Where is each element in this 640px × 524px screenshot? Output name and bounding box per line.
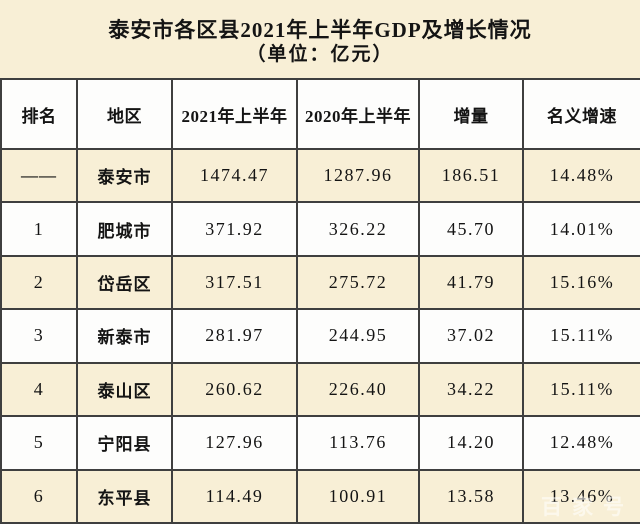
cell-rank: 6 [2, 470, 78, 524]
cell-gdp-2021: 317.51 [173, 256, 298, 311]
cell-gdp-2021: 281.97 [173, 310, 298, 364]
gdp-table: 排名 地区 2021年上半年 2020年上半年 增量 名义增速 —— 泰安市 1… [0, 78, 640, 524]
cell-rank: 5 [2, 417, 78, 471]
column-header-growth-rate: 名义增速 [524, 80, 640, 150]
cell-growth-rate: 15.16% [524, 257, 640, 311]
cell-growth-rate: 13.46% [524, 471, 640, 524]
cell-growth-rate: 14.48% [524, 150, 640, 204]
page-title: 泰安市各区县2021年上半年GDP及增长情况 [108, 18, 532, 42]
cell-gdp-2020: 226.40 [298, 363, 420, 418]
cell-region: 岱岳区 [78, 256, 173, 311]
cell-gdp-2021: 1474.47 [173, 150, 298, 204]
cell-gdp-2020: 244.95 [298, 310, 420, 364]
cell-region: 新泰市 [78, 310, 173, 364]
cell-gdp-2020: 113.76 [298, 417, 420, 471]
column-header-gdp-2021: 2021年上半年 [173, 80, 298, 150]
cell-gdp-2020: 326.22 [298, 203, 420, 257]
cell-region: 东平县 [78, 470, 173, 524]
cell-increase: 186.51 [420, 150, 524, 204]
table-row: 5 宁阳县 127.96 113.76 14.20 12.48% [2, 417, 640, 471]
cell-growth-rate: 15.11% [524, 310, 640, 364]
table-row: —— 泰安市 1474.47 1287.96 186.51 14.48% [2, 150, 640, 204]
table-row: 2 岱岳区 317.51 275.72 41.79 15.16% [2, 256, 640, 311]
page-subtitle: （单位：亿元） [246, 44, 394, 65]
column-header-region: 地区 [78, 80, 173, 150]
cell-gdp-2020: 100.91 [298, 470, 420, 524]
table-row: 6 东平县 114.49 100.91 13.58 13.46% [2, 470, 640, 524]
cell-gdp-2020: 275.72 [298, 256, 420, 311]
cell-increase: 37.02 [420, 310, 524, 364]
cell-region: 宁阳县 [78, 417, 173, 471]
cell-gdp-2021: 127.96 [173, 417, 298, 471]
cell-rank: 1 [2, 203, 78, 257]
cell-gdp-2020: 1287.96 [298, 150, 420, 204]
table-title-area: 泰安市各区县2021年上半年GDP及增长情况 （单位：亿元） [0, 0, 640, 78]
cell-growth-rate: 14.01% [524, 203, 640, 257]
cell-rank: 4 [2, 363, 78, 418]
cell-growth-rate: 15.11% [524, 364, 640, 418]
column-header-gdp-2020: 2020年上半年 [298, 80, 420, 150]
column-header-rank: 排名 [2, 80, 78, 150]
cell-increase: 13.58 [420, 470, 524, 524]
cell-increase: 45.70 [420, 203, 524, 257]
cell-growth-rate: 12.48% [524, 417, 640, 471]
cell-rank: —— [2, 150, 78, 204]
cell-increase: 14.20 [420, 417, 524, 471]
cell-region: 肥城市 [78, 203, 173, 257]
cell-rank: 3 [2, 310, 78, 364]
cell-increase: 41.79 [420, 256, 524, 311]
cell-gdp-2021: 114.49 [173, 470, 298, 524]
cell-region: 泰安市 [78, 150, 173, 204]
table-header-row: 排名 地区 2021年上半年 2020年上半年 增量 名义增速 [2, 80, 640, 150]
table-row: 1 肥城市 371.92 326.22 45.70 14.01% [2, 203, 640, 257]
cell-gdp-2021: 371.92 [173, 203, 298, 257]
table-row: 3 新泰市 281.97 244.95 37.02 15.11% [2, 310, 640, 364]
cell-gdp-2021: 260.62 [173, 363, 298, 418]
cell-region: 泰山区 [78, 363, 173, 418]
cell-increase: 34.22 [420, 363, 524, 418]
cell-rank: 2 [2, 256, 78, 311]
table-row: 4 泰山区 260.62 226.40 34.22 15.11% [2, 363, 640, 418]
column-header-increase: 增量 [420, 80, 524, 150]
